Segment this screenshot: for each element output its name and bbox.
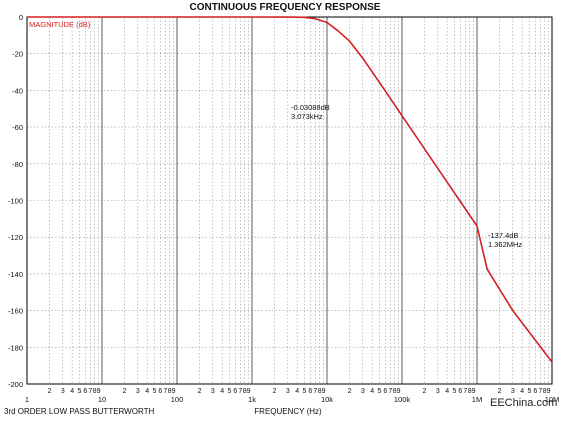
series-layer — [27, 16, 553, 363]
x-minor-label: 3 — [361, 388, 365, 395]
y-tick-label: -120 — [8, 233, 23, 242]
x-minor-label: 5 — [302, 388, 306, 395]
y-tick-label: -180 — [8, 343, 23, 352]
watermark: EEChina.com — [490, 397, 557, 409]
x-minor-label: 9 — [97, 388, 101, 395]
x-minor-label: 7 — [538, 388, 542, 395]
x-minor-label: 8 — [468, 388, 472, 395]
x-axis-label: FREQUENCY (Hz) — [254, 407, 322, 416]
x-minor-label: 6 — [158, 388, 162, 395]
x-minor-label: 9 — [472, 388, 476, 395]
x-minor-label: 6 — [308, 388, 312, 395]
x-minor-label: 7 — [388, 388, 392, 395]
x-minor-label: 3 — [511, 388, 515, 395]
x-minor-label: 8 — [168, 388, 172, 395]
y-tick-label: -200 — [8, 380, 23, 389]
x-minor-label: 5 — [77, 388, 81, 395]
annotation-text: 1.362MHz — [488, 240, 522, 249]
y-tick-label: -140 — [8, 270, 23, 279]
y-tick-label: -160 — [8, 307, 23, 316]
x-minor-label: 5 — [377, 388, 381, 395]
x-minor-label: 5 — [527, 388, 531, 395]
x-minor-label: 6 — [458, 388, 462, 395]
y-tick-label: -100 — [8, 197, 23, 206]
x-minor-label: 7 — [238, 388, 242, 395]
annotation-text: -0.03088dB — [291, 103, 330, 112]
y-axis-label: MAGNITUDE (dB) — [29, 20, 91, 29]
annotation-text: 3.073kHz — [291, 112, 323, 121]
x-minor-label: 5 — [227, 388, 231, 395]
x-minor-label: 2 — [348, 388, 352, 395]
x-minor-label: 7 — [313, 388, 317, 395]
y-tick-label: -60 — [12, 123, 23, 132]
x-minor-label: 7 — [88, 388, 92, 395]
x-decade-label: 100 — [171, 395, 184, 404]
x-minor-label: 2 — [423, 388, 427, 395]
x-minor-label: 6 — [83, 388, 87, 395]
grid-layer — [27, 17, 552, 384]
x-minor-label: 9 — [322, 388, 326, 395]
x-decade-label: 10M — [545, 395, 560, 404]
x-minor-label: 2 — [273, 388, 277, 395]
x-minor-label: 4 — [520, 388, 524, 395]
x-decade-label: 10 — [98, 395, 106, 404]
footer-left-label: 3rd ORDER LOW PASS BUTTERWORTH — [4, 407, 154, 416]
x-minor-label: 5 — [152, 388, 156, 395]
x-minor-label: 4 — [370, 388, 374, 395]
x-minor-label: 2 — [198, 388, 202, 395]
x-minor-label: 4 — [220, 388, 224, 395]
x-minor-label: 3 — [61, 388, 65, 395]
y-tick-labels: 0 -20 -40 -60 -80 -100 -120 -140 -160 -180 -200 — [8, 13, 23, 389]
chart-title: CONTINUOUS FREQUENCY RESPONSE — [190, 2, 381, 13]
x-minor-label: 6 — [533, 388, 537, 395]
x-minor-label: 9 — [547, 388, 551, 395]
x-minor-label: 4 — [295, 388, 299, 395]
x-minor-label: 6 — [383, 388, 387, 395]
series-line — [27, 16, 553, 363]
x-minor-label: 9 — [247, 388, 251, 395]
x-minor-label: 4 — [445, 388, 449, 395]
annotation-text: -137.4dB — [488, 231, 518, 240]
x-decade-label: 10k — [321, 395, 333, 404]
x-decade-label: 1M — [472, 395, 482, 404]
y-tick-label: -40 — [12, 86, 23, 95]
x-minor-label: 6 — [233, 388, 237, 395]
x-minor-label: 3 — [436, 388, 440, 395]
x-minor-label: 8 — [393, 388, 397, 395]
x-minor-label: 8 — [243, 388, 247, 395]
x-decade-label: 1 — [25, 395, 29, 404]
x-minor-label: 8 — [318, 388, 322, 395]
y-tick-label: -80 — [12, 160, 23, 169]
y-tick-label: -20 — [12, 50, 23, 59]
x-minor-label: 3 — [136, 388, 140, 395]
x-minor-label: 9 — [172, 388, 176, 395]
x-minor-label: 7 — [463, 388, 467, 395]
x-decade-label: 100k — [394, 395, 411, 404]
x-minor-label: 2 — [498, 388, 502, 395]
x-minor-label: 4 — [70, 388, 74, 395]
x-minor-label: 3 — [286, 388, 290, 395]
x-minor-label: 5 — [452, 388, 456, 395]
x-minor-label: 8 — [93, 388, 97, 395]
x-minor-label: 7 — [163, 388, 167, 395]
x-minor-label: 2 — [48, 388, 52, 395]
x-minor-label: 3 — [211, 388, 215, 395]
x-minor-label: 9 — [397, 388, 401, 395]
x-minor-label: 8 — [543, 388, 547, 395]
x-decade-label: 1k — [248, 395, 256, 404]
x-minor-label: 4 — [145, 388, 149, 395]
x-minor-label: 2 — [123, 388, 127, 395]
y-tick-label: 0 — [19, 13, 23, 22]
